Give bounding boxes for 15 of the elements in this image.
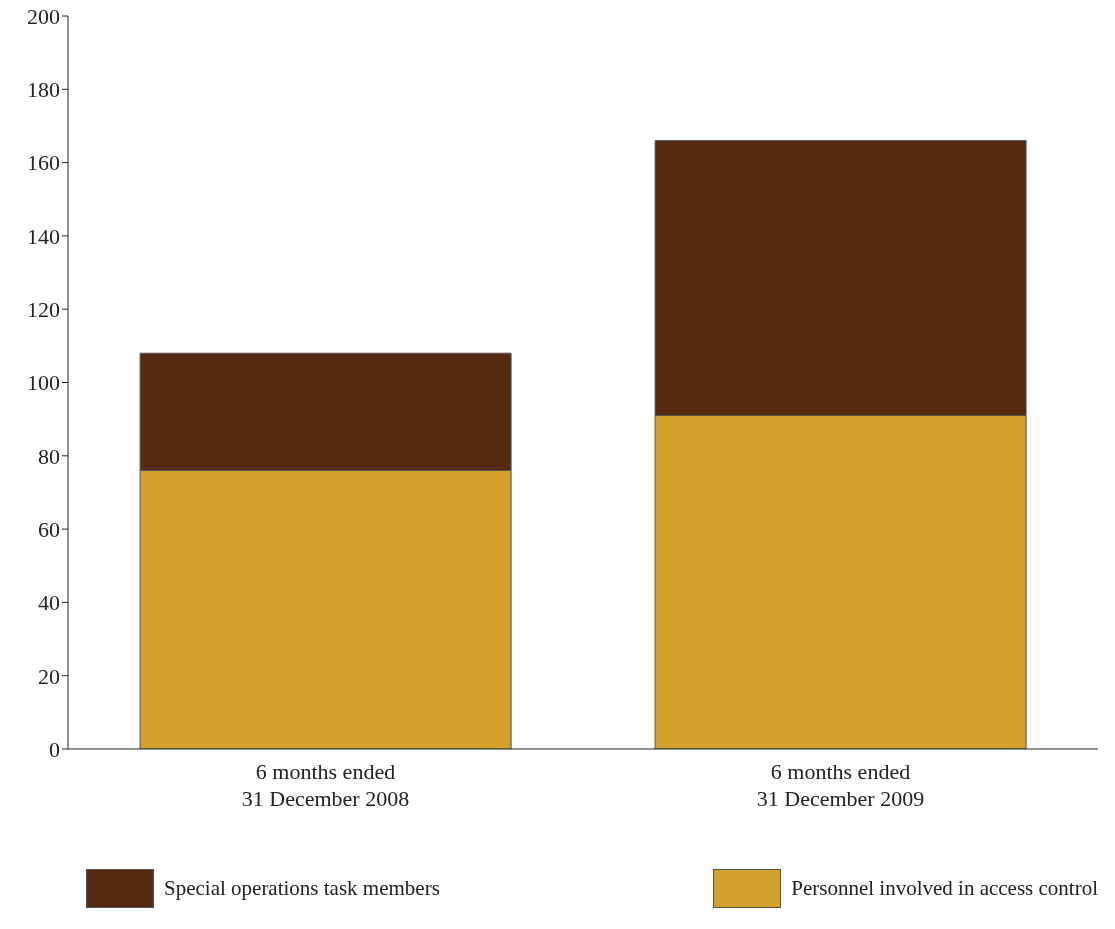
y-tick-label: 200	[27, 3, 60, 29]
y-tick-label: 120	[27, 297, 60, 323]
y-tick-label: 20	[38, 663, 60, 689]
y-tick-label: 40	[38, 590, 60, 616]
y-tick-label: 180	[27, 77, 60, 103]
y-tick-label: 60	[38, 516, 60, 542]
legend-label: Special operations task members	[164, 876, 440, 901]
y-tick-label: 160	[27, 150, 60, 176]
y-tick-label: 140	[27, 223, 60, 249]
y-tick-label: 100	[27, 370, 60, 396]
legend-label: Personnel involved in access control	[791, 876, 1098, 901]
y-tick-label: 80	[38, 443, 60, 469]
x-tick-label: 6 months ended 31 December 2008	[241, 759, 410, 811]
x-tick-label: 6 months ended 31 December 2009	[756, 759, 925, 811]
y-tick-label: 0	[49, 736, 60, 762]
